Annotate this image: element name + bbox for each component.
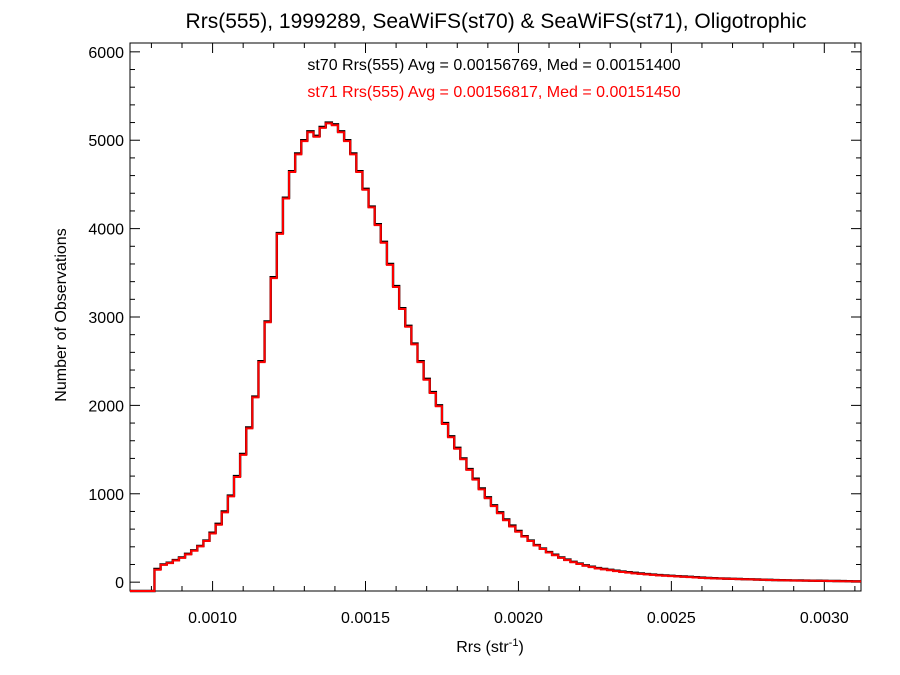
y-tick-label: 5000 [88, 133, 124, 150]
x-tick-label: 0.0030 [800, 610, 849, 627]
st71-stats-annotation: st71 Rrs(555) Avg = 0.00156817, Med = 0.… [307, 84, 680, 101]
x-axis-label: Rrs (str-1) [456, 637, 524, 656]
y-tick-label: 2000 [88, 398, 124, 415]
y-tick-label: 3000 [88, 310, 124, 327]
x-tick-label: 0.0010 [188, 610, 237, 627]
y-tick-label: 0 [115, 575, 124, 592]
plot-frame [129, 42, 862, 592]
x-tick-label: 0.0015 [341, 610, 390, 627]
y-axis-ticks: 0 1000 2000 3000 4000 5000 6000 [88, 45, 861, 592]
series-layer [130, 121, 861, 593]
y-axis-label: Number of Observations [53, 228, 70, 401]
st70-histogram-line [130, 121, 861, 593]
x-tick-label: 0.0025 [647, 610, 696, 627]
y-tick-label: 4000 [88, 222, 124, 239]
x-tick-label: 0.0020 [494, 610, 543, 627]
x-axis-label-main: Rrs (str [456, 639, 509, 656]
st71-histogram-line [130, 122, 861, 592]
plot-border [129, 42, 862, 592]
x-axis-ticks: 0.0010 0.0015 0.0020 0.0025 0.0030 [150, 43, 856, 627]
x-axis-label-close: ) [518, 639, 523, 656]
st70-stats-annotation: st70 Rrs(555) Avg = 0.00156769, Med = 0.… [307, 57, 680, 74]
y-tick-label: 6000 [88, 45, 124, 62]
chart-title: Rrs(555), 1999289, SeaWiFS(st70) & SeaWi… [186, 10, 807, 33]
y-tick-label: 1000 [88, 487, 124, 504]
x-axis-label-superscript: -1 [509, 637, 519, 649]
